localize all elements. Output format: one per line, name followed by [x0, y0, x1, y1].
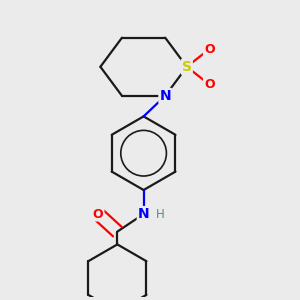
Text: N: N [138, 207, 149, 221]
Text: H: H [156, 208, 165, 220]
Text: N: N [159, 89, 171, 103]
Text: S: S [182, 60, 192, 74]
Text: O: O [93, 208, 104, 220]
Text: O: O [204, 78, 214, 91]
Text: O: O [204, 43, 214, 56]
